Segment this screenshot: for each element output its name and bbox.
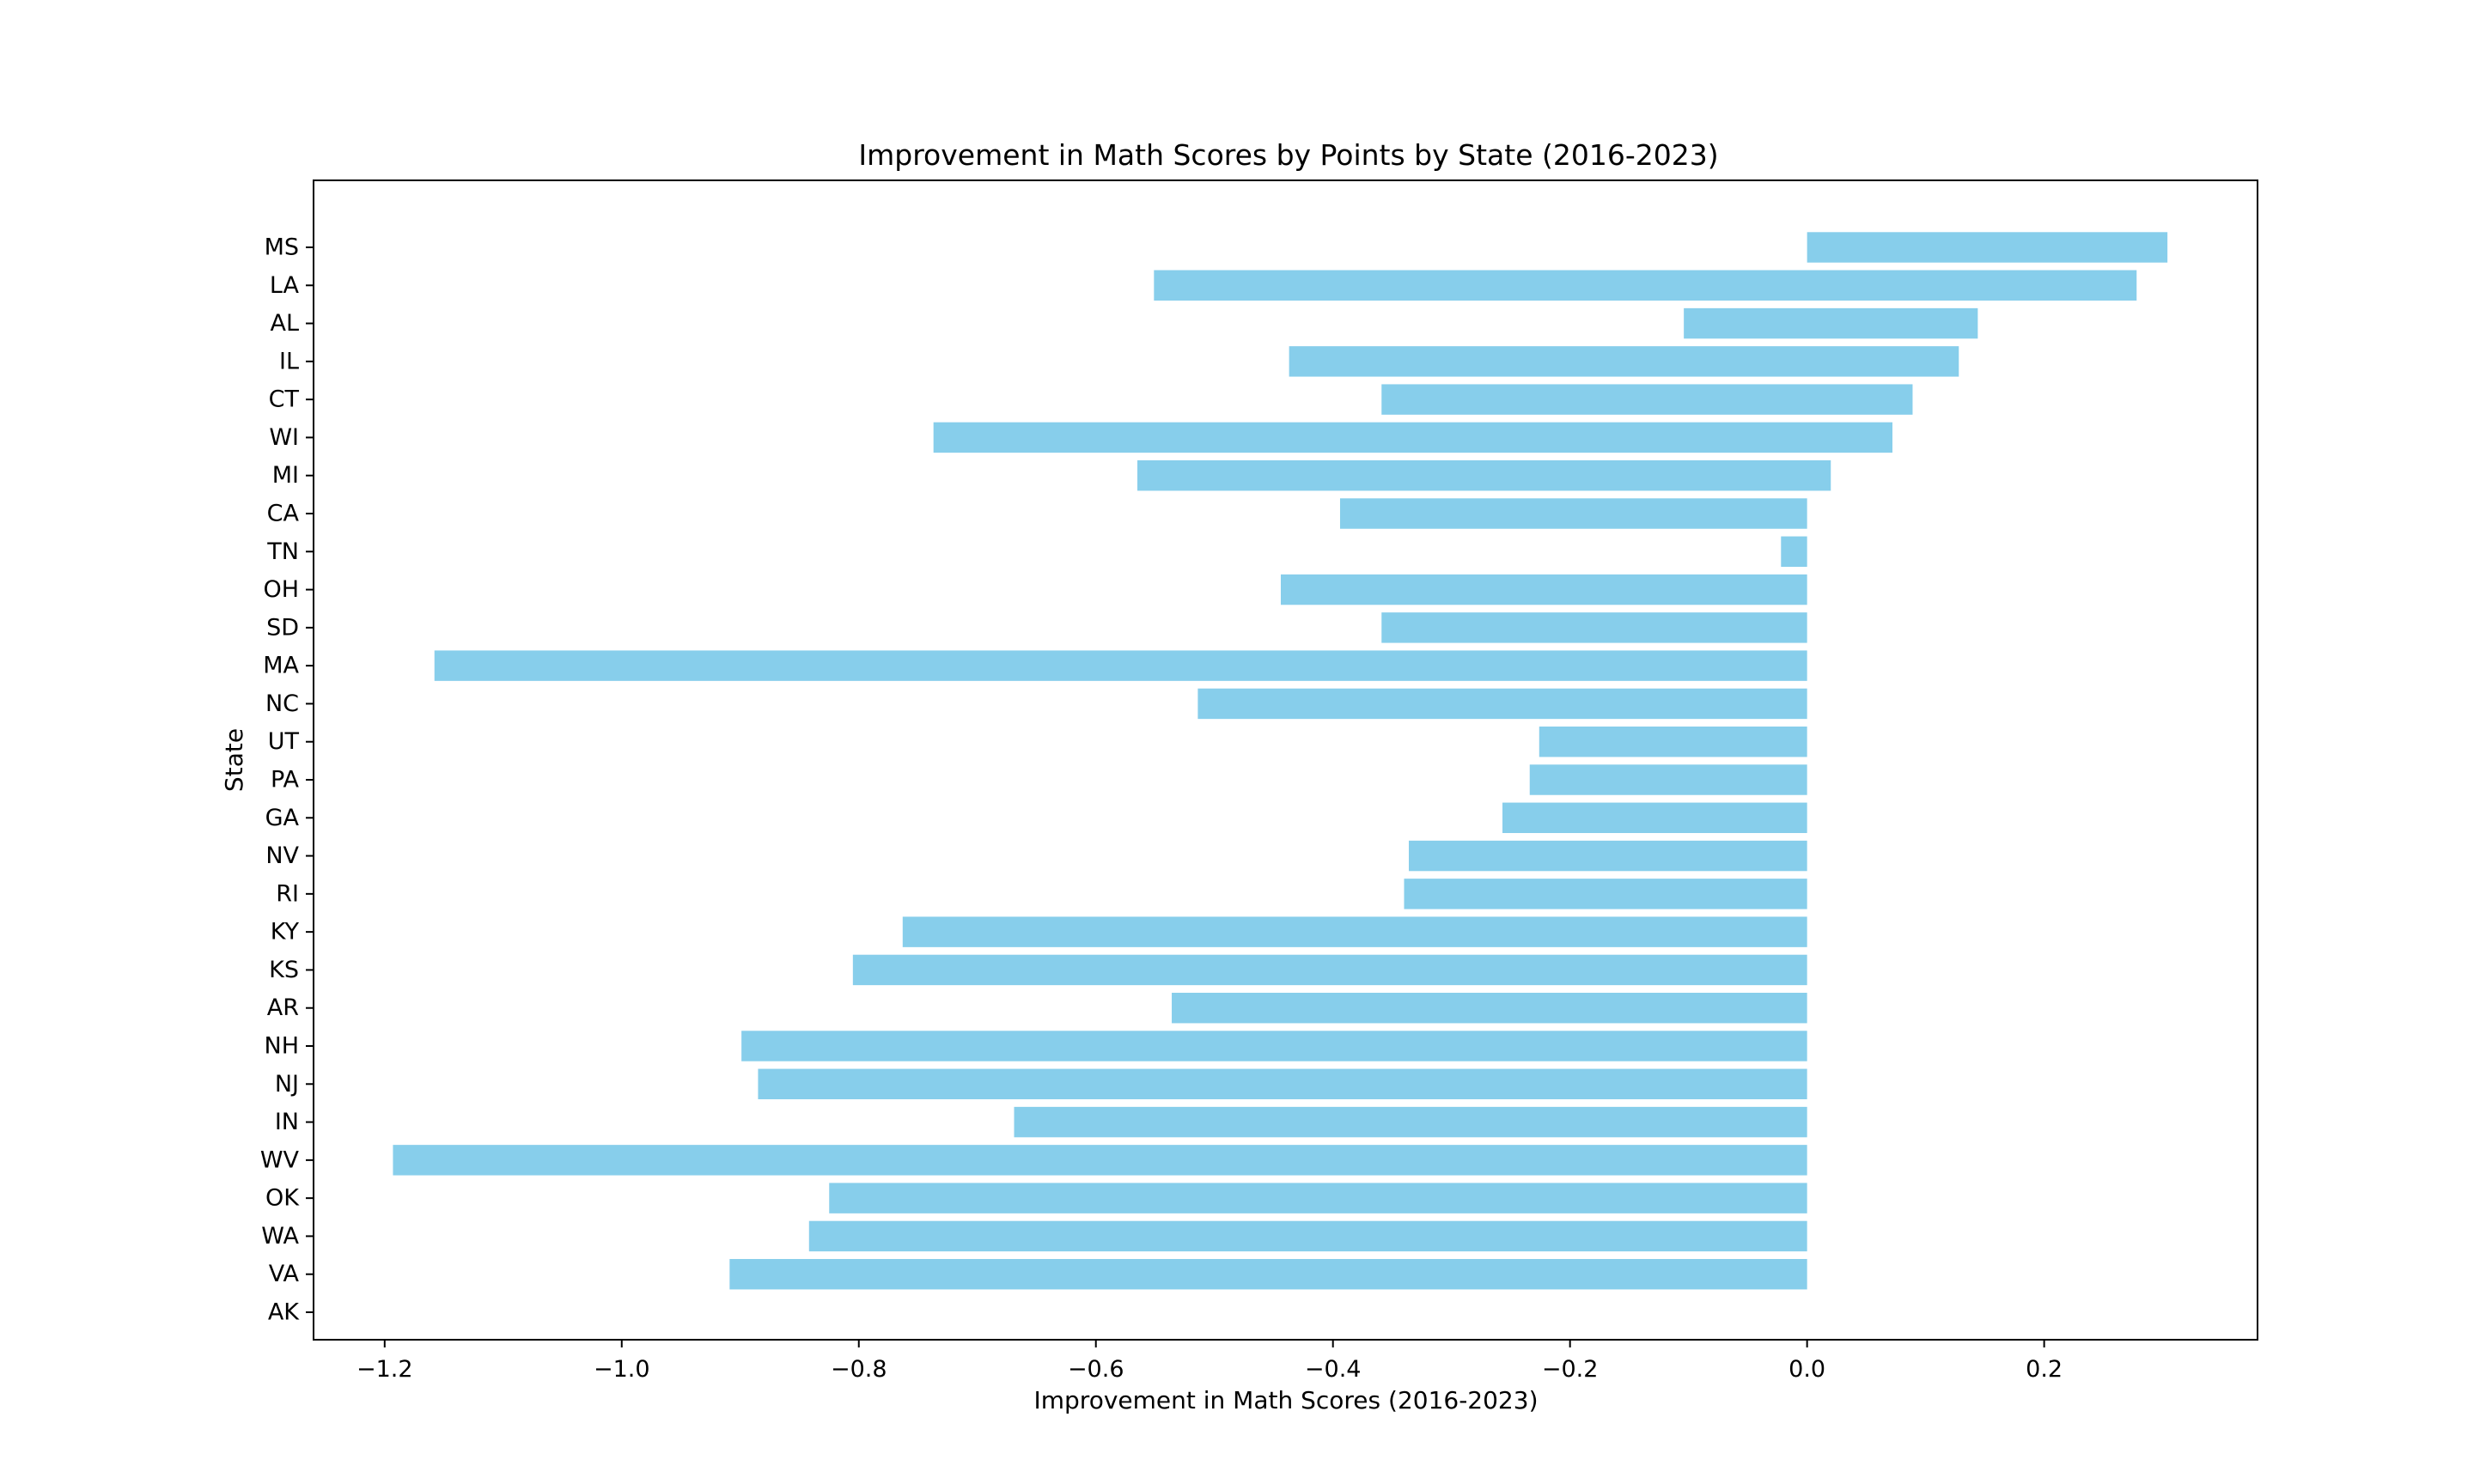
y-tick-label-oh: OH (263, 576, 299, 603)
y-tick-label-ri: RI (276, 880, 299, 907)
x-tick-label-2: −0.8 (831, 1356, 887, 1383)
bar-nj (758, 1068, 1807, 1099)
plot-frame (313, 179, 2258, 1341)
y-tick-label-in: IN (275, 1109, 299, 1135)
bar-pa (1529, 764, 1807, 795)
y-tick-label-wv: WV (260, 1146, 300, 1173)
y-tick-label-tn: TN (266, 538, 299, 565)
y-tick-label-ma: MA (263, 653, 299, 679)
y-tick-label-ca: CA (267, 501, 300, 527)
bar-wa (808, 1220, 1807, 1252)
chart-title: Improvement in Math Scores by Points by … (858, 138, 1718, 172)
y-tick-label-il: IL (279, 348, 299, 374)
y-tick-label-wi: WI (269, 424, 299, 451)
bar-ok (829, 1183, 1807, 1213)
x-tick-label-7: 0.2 (2026, 1356, 2063, 1383)
bar-wi (933, 422, 1892, 453)
bar-nh (741, 1031, 1807, 1061)
y-tick-label-ms: MS (265, 234, 299, 261)
x-tick-label-5: −0.2 (1542, 1356, 1599, 1383)
bars-layer (393, 232, 2168, 1290)
y-tick-label-wa: WA (261, 1223, 299, 1250)
x-tick-label-4: −0.4 (1305, 1356, 1362, 1383)
bar-ky (902, 916, 1807, 947)
y-tick-label-pa: PA (271, 767, 300, 794)
y-tick-label-nj: NJ (275, 1071, 299, 1098)
bar-nc (1197, 688, 1807, 720)
x-tick-label-3: −0.6 (1068, 1356, 1124, 1383)
x-tick-label-0: −1.2 (356, 1356, 413, 1383)
bar-al (1684, 307, 1978, 339)
bar-va (729, 1259, 1807, 1290)
bar-ri (1404, 879, 1807, 909)
y-tick-label-nc: NC (265, 690, 299, 717)
bar-ut (1539, 727, 1807, 757)
y-tick-label-ks: KS (269, 957, 299, 983)
bar-wv (393, 1145, 1807, 1176)
bar-tn (1781, 536, 1807, 567)
x-tick-label-6: 0.0 (1788, 1356, 1825, 1383)
x-axis-label: Improvement in Math Scores (2016-2023) (1033, 1386, 1538, 1414)
bar-in (1014, 1106, 1807, 1138)
bar-sd (1381, 612, 1807, 643)
y-axis: MS LA AL IL CT WI MI CA TN OH SD MA NC UT PA GA NV RI KY KS… (260, 234, 314, 1326)
y-tick-label-ar: AR (267, 994, 299, 1021)
x-axis: −1.2 −1.0 −0.8 −0.6 −0.4 −0.2 0.0 0.2 (356, 1340, 2063, 1383)
y-tick-label-va: VA (269, 1261, 300, 1287)
bar-ga (1502, 802, 1807, 833)
bar-nv (1409, 840, 1807, 872)
bar-ks (852, 954, 1807, 986)
y-tick-label-ga: GA (265, 805, 300, 831)
y-tick-label-la: LA (270, 272, 300, 299)
bar-ca (1339, 498, 1807, 529)
bar-ma (434, 650, 1807, 681)
y-tick-label-ky: KY (271, 919, 300, 946)
y-axis-label: State (220, 728, 248, 792)
y-tick-label-ak: AK (268, 1299, 300, 1326)
y-tick-label-mi: MI (272, 462, 299, 489)
bar-ms (1807, 232, 2168, 263)
bar-il (1289, 346, 1959, 377)
y-tick-label-ct: CT (269, 386, 300, 413)
bar-ct (1381, 384, 1913, 415)
y-tick-label-al: AL (270, 310, 299, 337)
y-tick-label-nv: NV (265, 842, 299, 869)
y-tick-label-ok: OK (265, 1185, 300, 1212)
y-tick-label-nh: NH (265, 1033, 300, 1060)
bar-oh (1280, 574, 1807, 605)
y-tick-label-sd: SD (266, 614, 299, 641)
bar-mi (1137, 460, 1831, 491)
bar-la (1154, 270, 2137, 301)
x-tick-label-1: −1.0 (594, 1356, 650, 1383)
y-tick-label-ut: UT (268, 728, 300, 755)
bar-ar (1172, 993, 1807, 1024)
